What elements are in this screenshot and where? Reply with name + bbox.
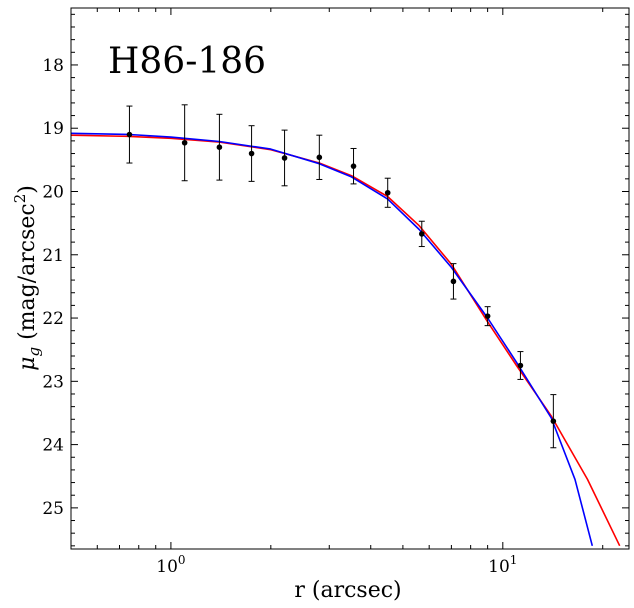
data-marker: [550, 418, 557, 424]
data-point-10: [450, 263, 457, 300]
y-tick-label-8: 25: [42, 499, 64, 519]
data-point-1: [126, 105, 133, 164]
y-axis-label-sup: 2: [11, 194, 29, 204]
data-point-13: [550, 394, 557, 449]
data-point-5: [281, 129, 288, 187]
y-axis-label-unit: (mag/arcsec: [15, 203, 40, 347]
y-tick-label-4: 21: [42, 246, 64, 266]
data-marker: [216, 144, 223, 151]
x-axis-label: r (arcsec): [294, 578, 401, 603]
x-tick-label-1: 100: [156, 553, 185, 577]
data-marker: [126, 131, 133, 138]
x-tick-label-2: 101: [488, 553, 517, 577]
data-point-9: [418, 220, 425, 248]
y-tick-label-6: 23: [42, 372, 64, 392]
data-marker: [384, 189, 391, 196]
y-tick-label-1: 18: [42, 56, 64, 76]
x-tick-exponent: 1: [510, 553, 518, 567]
data-marker: [418, 231, 425, 237]
data-point-12: [517, 351, 524, 380]
y-axis-label-close: ): [15, 185, 40, 194]
y-tick-label-7: 24: [42, 436, 64, 456]
data-point-2: [181, 104, 188, 182]
y-axis-label: μg (mag/arcsec2): [11, 185, 43, 371]
data-point-11: [484, 306, 491, 327]
x-tick-base: 10: [156, 557, 178, 577]
data-point-3: [216, 113, 223, 181]
data-marker: [350, 163, 357, 169]
data-point-4: [248, 125, 255, 182]
data-marker: [281, 155, 288, 161]
model-curve-1: [71, 134, 621, 547]
data-marker: [450, 278, 457, 285]
data-point-7: [350, 147, 357, 185]
data-point-6: [316, 134, 323, 180]
data-marker: [181, 139, 188, 146]
y-tick-label-3: 20: [42, 182, 64, 202]
y-axis-label-mu: μ: [15, 357, 40, 371]
data-marker: [484, 313, 491, 319]
chart-title: H86-186: [108, 41, 266, 82]
data-marker: [517, 362, 524, 369]
y-tick-label-2: 19: [42, 119, 64, 139]
x-tick-base: 10: [488, 557, 510, 577]
data-marker: [248, 150, 255, 157]
x-tick-exponent: 0: [178, 553, 186, 567]
y-tick-label-5: 22: [42, 309, 64, 329]
data-point-8: [384, 177, 391, 208]
y-axis-label-sub: g: [25, 347, 43, 357]
model-curve-2: [71, 132, 594, 547]
axes-frame: [70, 7, 630, 550]
data-marker: [316, 154, 323, 161]
plot-area: [71, 104, 621, 547]
